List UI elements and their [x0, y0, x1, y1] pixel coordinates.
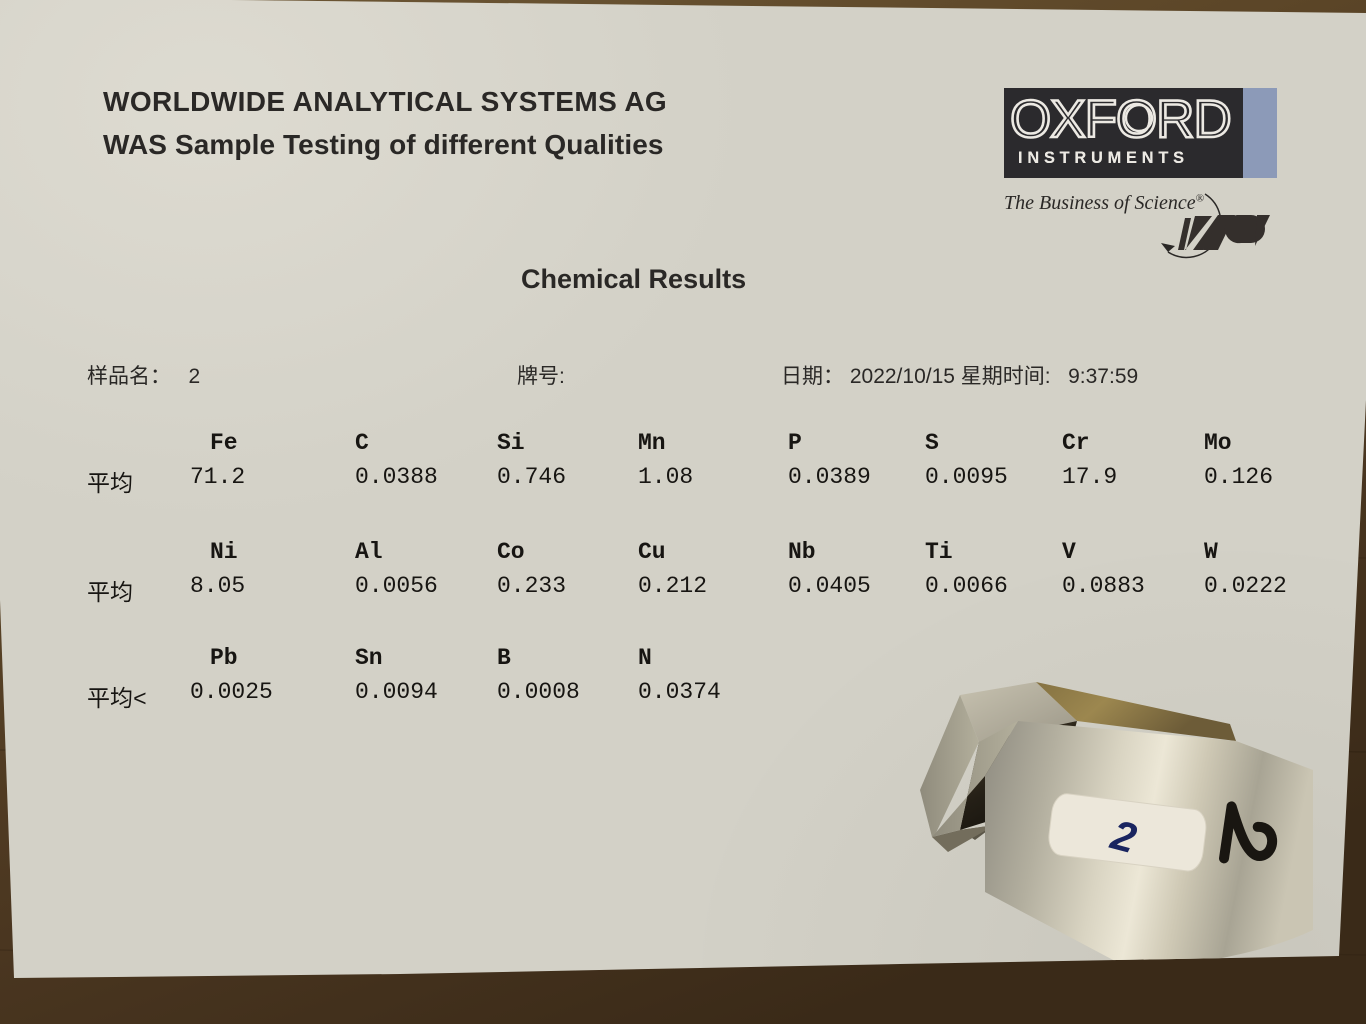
svg-text:INSTRUMENTS: INSTRUMENTS — [1018, 149, 1189, 167]
svg-text:OXFORD: OXFORD — [1010, 90, 1231, 149]
